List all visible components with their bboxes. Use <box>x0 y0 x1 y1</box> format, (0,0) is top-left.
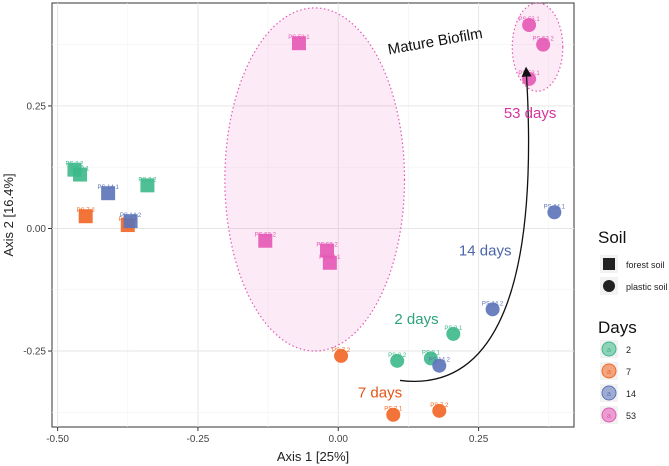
x-tick-label: -0.50 <box>46 434 69 445</box>
point-label: PS.53.1 <box>518 71 540 77</box>
point-label: PS.14.2 <box>120 213 142 219</box>
legend-day-icon <box>601 385 617 401</box>
annotation: 2 days <box>394 311 438 328</box>
legend-key-letter: a <box>607 391 611 398</box>
point-label: PS.2.1 <box>444 326 463 332</box>
point-label: PS.53.1 <box>319 255 341 261</box>
legend-key-letter: a <box>607 369 611 376</box>
legend-day-label: 2 <box>626 345 631 355</box>
circle-point-day14 <box>432 358 447 373</box>
legend-soil-label: plastic soil <box>626 282 668 292</box>
square-point-day14 <box>123 214 138 229</box>
point-label: PS.14.2 <box>429 358 451 364</box>
trajectory-arrow <box>399 66 532 382</box>
circle-point-day14 <box>485 302 500 317</box>
annotation: 7 days <box>358 385 402 402</box>
annotation: 53 days <box>504 105 557 122</box>
circle-point-day7 <box>386 407 401 422</box>
trajectory <box>399 66 532 382</box>
square-point-day2 <box>73 167 88 182</box>
point-label: PS.2.1 <box>71 167 90 173</box>
point-label: PS.7.2 <box>77 208 96 214</box>
square-point-day7 <box>78 209 93 224</box>
legend-circle-icon <box>603 280 615 292</box>
legend-day-icon <box>601 363 617 379</box>
circle-point-day2 <box>390 353 405 368</box>
circle-point-day7 <box>334 348 349 363</box>
square-point-day53 <box>322 255 337 270</box>
point-label: PS.2.2 <box>65 162 84 168</box>
point-label: PS.2.2 <box>138 177 157 183</box>
legend-day-label: 53 <box>626 411 636 421</box>
point-label: PS.14.1 <box>97 185 119 191</box>
legend: Soil forest soil plastic soil Days a 2 a 7 a 1… <box>598 228 668 424</box>
legend-key-letter: a <box>607 413 611 420</box>
circle-point-day2 <box>446 326 461 341</box>
point-label: PS.2.1 <box>422 350 441 356</box>
square-point-day53 <box>258 233 273 248</box>
x-tick-label: -0.25 <box>187 434 210 445</box>
legend-key-letter: a <box>607 347 611 354</box>
legend-day-icon <box>601 407 617 423</box>
point-label: PS.7.2 <box>430 403 449 409</box>
legend-soil-keys: forest soil plastic soil <box>600 255 668 295</box>
circle-point-day14 <box>547 205 562 220</box>
point-label: PS.7.2 <box>332 348 351 354</box>
legend-soil-label: forest soil <box>626 260 665 270</box>
square-point-day14 <box>101 186 116 201</box>
annotation: 14 days <box>459 242 512 259</box>
point-label: PS.53.2 <box>255 233 277 239</box>
panel-background <box>51 2 575 428</box>
point-label: PS.53.2 <box>532 37 554 43</box>
grid <box>52 3 574 427</box>
square-point-day2 <box>140 178 155 193</box>
point-label: PS.7.1 <box>384 407 403 413</box>
legend-day-icon <box>601 341 617 357</box>
point-label: PS.2.2 <box>388 353 407 359</box>
x-tick-label: 0.00 <box>329 434 349 445</box>
legend-day-label: 14 <box>626 389 636 399</box>
legend-days-keys: a 2 a 7 a 14 a 53 <box>600 340 636 424</box>
legend-days-title: Days <box>598 318 637 337</box>
axes: -0.50 -0.25 0.00 0.25 -0.25 0.00 0.25 <box>23 101 489 445</box>
point-label: PS.14.1 <box>544 204 566 210</box>
y-axis-label: Axis 2 [16.4%] <box>1 173 16 256</box>
data-points: PS.2.2PS.2.1PS.2.2PS.2.2 PS.2.1PS.2.1PS.7… <box>65 17 566 422</box>
legend-square-icon <box>603 258 615 270</box>
circle-point-day7 <box>432 403 447 418</box>
point-label: PS.53.1 <box>518 17 540 23</box>
circle-point-day53 <box>522 18 537 33</box>
legend-soil-title: Soil <box>598 228 626 247</box>
y-tick-label: -0.25 <box>23 347 46 358</box>
legend-day-label: 7 <box>626 367 631 377</box>
y-tick-label: 0.00 <box>27 224 47 235</box>
square-point-day53 <box>291 36 306 51</box>
square-point-day53 <box>320 243 335 258</box>
point-label: PS.14.2 <box>482 301 504 307</box>
y-tick-label: 0.25 <box>27 101 47 112</box>
point-label: PS.53.1 <box>288 35 310 41</box>
x-axis-label: Axis 1 [25%] <box>277 449 349 464</box>
circle-point-day53 <box>536 37 551 52</box>
x-tick-label: 0.25 <box>469 434 489 445</box>
point-label: PS.53.2 <box>316 243 338 249</box>
ellipse-forest-soil-53 <box>224 7 406 352</box>
